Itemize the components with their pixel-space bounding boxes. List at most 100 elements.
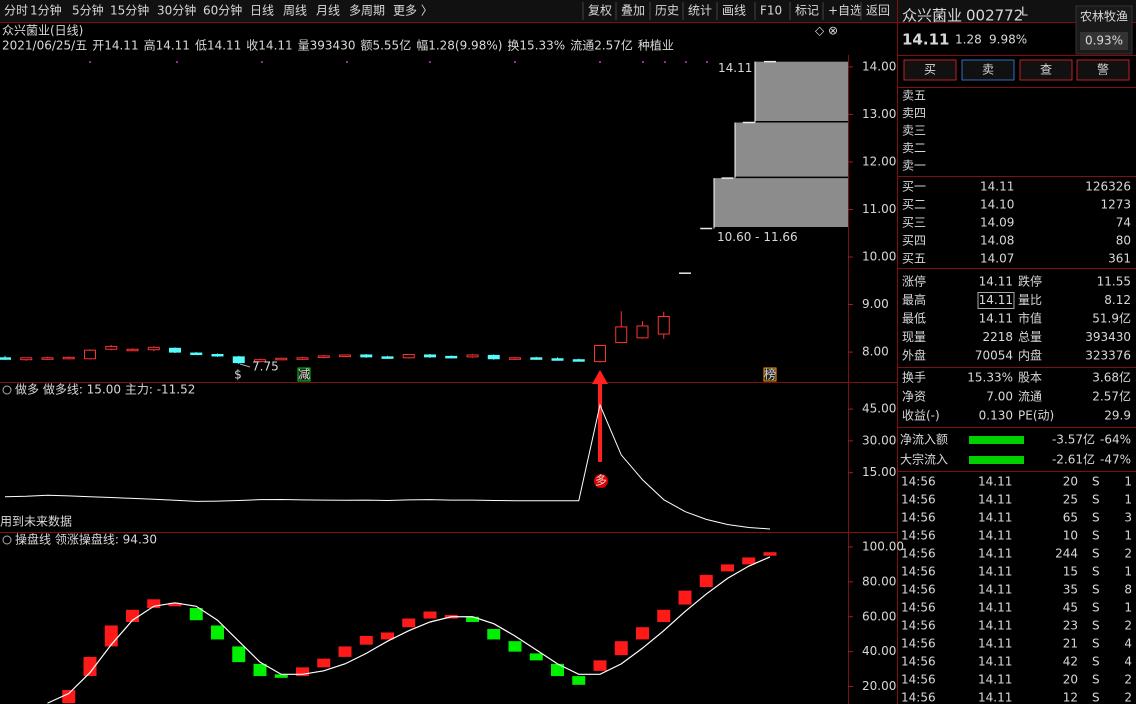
- action-button-label[interactable]: 警: [1097, 62, 1109, 77]
- y-tick-label: 14.00: [862, 59, 896, 73]
- info-item: 换15.33%: [507, 39, 565, 53]
- chip-box: [735, 122, 848, 177]
- action-button[interactable]: [1076, 59, 1130, 81]
- trend-bar: [62, 690, 76, 704]
- candle-body: [232, 356, 245, 364]
- tool-button[interactable]: F10: [760, 4, 782, 18]
- y-tick-label: 9.00: [862, 297, 889, 311]
- tick-volume: 12: [1063, 691, 1078, 704]
- flow-pct: -64%: [1100, 433, 1131, 447]
- period-tab[interactable]: 30分钟: [157, 3, 196, 18]
- fund-value: 7.00: [986, 390, 1013, 404]
- tick-volume: 20: [1063, 673, 1078, 687]
- tick-side: S: [1092, 691, 1100, 704]
- candle-body: [615, 326, 628, 344]
- dot: [261, 61, 263, 63]
- period-tab[interactable]: 1分钟: [30, 3, 62, 18]
- trend-bar: [104, 625, 118, 647]
- period-tab[interactable]: 更多 〉: [393, 4, 433, 18]
- candle-body: [147, 346, 160, 351]
- tick-time: 14:56: [901, 673, 936, 687]
- ask-label: 卖三: [902, 124, 926, 138]
- tick-side: S: [1092, 583, 1100, 597]
- period-tab[interactable]: 5分钟: [72, 3, 104, 18]
- tool-button[interactable]: 统计: [688, 4, 712, 18]
- fund-value: 2.57亿: [1092, 389, 1131, 404]
- flow-value: -2.61亿: [1052, 452, 1095, 467]
- tick-count: 3: [1124, 511, 1132, 525]
- trend-bar: [83, 656, 97, 677]
- action-button[interactable]: [961, 59, 1015, 81]
- action-button-label[interactable]: 查: [1040, 63, 1052, 77]
- bid-volume: 361: [1108, 252, 1131, 266]
- tool-button[interactable]: 画线: [722, 4, 746, 18]
- y-tick-label: 12.00: [862, 154, 896, 168]
- tick-price: 14.11: [978, 475, 1012, 489]
- bid-label: 买三: [902, 216, 926, 230]
- action-button[interactable]: [1019, 59, 1073, 81]
- tick-time: 14:56: [901, 511, 936, 525]
- tick-time: 14:56: [901, 583, 936, 597]
- trend-bar: [763, 552, 777, 556]
- low-label: 7.75: [252, 359, 279, 373]
- stat-value: 11.55: [1097, 275, 1131, 289]
- stat-label: 最高: [902, 292, 926, 307]
- stat-label: 量比: [1018, 293, 1042, 307]
- info-item: 量393430: [298, 39, 356, 53]
- trend-bar: [508, 641, 522, 652]
- panel-icon: [2, 385, 12, 395]
- action-button-label[interactable]: 买: [924, 63, 936, 77]
- y-tick-label: 100.00: [862, 539, 904, 553]
- action-button[interactable]: [903, 59, 957, 81]
- dot: [89, 61, 91, 63]
- tick-time: 14:56: [901, 691, 936, 704]
- period-tab[interactable]: 60分钟: [203, 3, 242, 18]
- period-tab[interactable]: 分时: [4, 4, 28, 18]
- fund-value: 3.68亿: [1092, 370, 1131, 385]
- dot: [664, 61, 666, 63]
- info-item: 高14.11: [144, 38, 190, 53]
- tool-button[interactable]: 历史: [655, 4, 679, 18]
- tick-volume: 25: [1063, 493, 1078, 507]
- candle-body: [424, 354, 436, 358]
- period-tab[interactable]: 周线: [283, 4, 307, 18]
- tick-price: 14.11: [978, 583, 1012, 597]
- period-tab[interactable]: 多周期: [349, 4, 385, 18]
- tool-button[interactable]: 复权: [588, 4, 612, 18]
- trend-bar: [253, 663, 267, 677]
- candle-body: [339, 354, 351, 357]
- candle-body: [402, 353, 415, 359]
- ask-label: 卖二: [902, 141, 926, 155]
- fund-value: 15.33%: [967, 371, 1013, 385]
- indicator-line: [4, 403, 771, 530]
- sector[interactable]: 农林牧渔: [1080, 10, 1128, 24]
- tick-price: 14.11: [978, 673, 1012, 687]
- candle-body: [126, 348, 139, 352]
- dot: [346, 61, 348, 63]
- candle-body: [41, 357, 54, 360]
- future-data-note: 用到未来数据: [0, 514, 72, 529]
- fund-label: PE(动): [1018, 409, 1054, 423]
- candle-body: [62, 356, 75, 360]
- candle-body: [84, 349, 96, 360]
- stat-value: 14.11: [979, 275, 1013, 289]
- flow-label: 净流入额: [900, 433, 948, 447]
- bid-price: 14.09: [980, 216, 1014, 230]
- period-tab[interactable]: 日线: [250, 4, 274, 18]
- tool-button[interactable]: 叠加: [621, 4, 645, 18]
- action-button-label[interactable]: 卖: [982, 63, 994, 77]
- period-tab[interactable]: 15分钟: [110, 3, 149, 18]
- tool-button[interactable]: 返回: [866, 4, 890, 18]
- dot: [642, 61, 644, 63]
- tick-side: S: [1092, 601, 1100, 615]
- trend-bar: [189, 608, 203, 621]
- tool-button[interactable]: +自选: [828, 4, 862, 18]
- tool-button[interactable]: 标记: [795, 4, 819, 18]
- signal-arrow-head: [592, 370, 608, 384]
- y-tick-label: 8.00: [862, 345, 889, 359]
- period-tab[interactable]: 月线: [316, 4, 340, 18]
- tick-count: 1: [1124, 475, 1132, 489]
- candle-body: [105, 345, 118, 350]
- stat-value: 70054: [975, 349, 1013, 363]
